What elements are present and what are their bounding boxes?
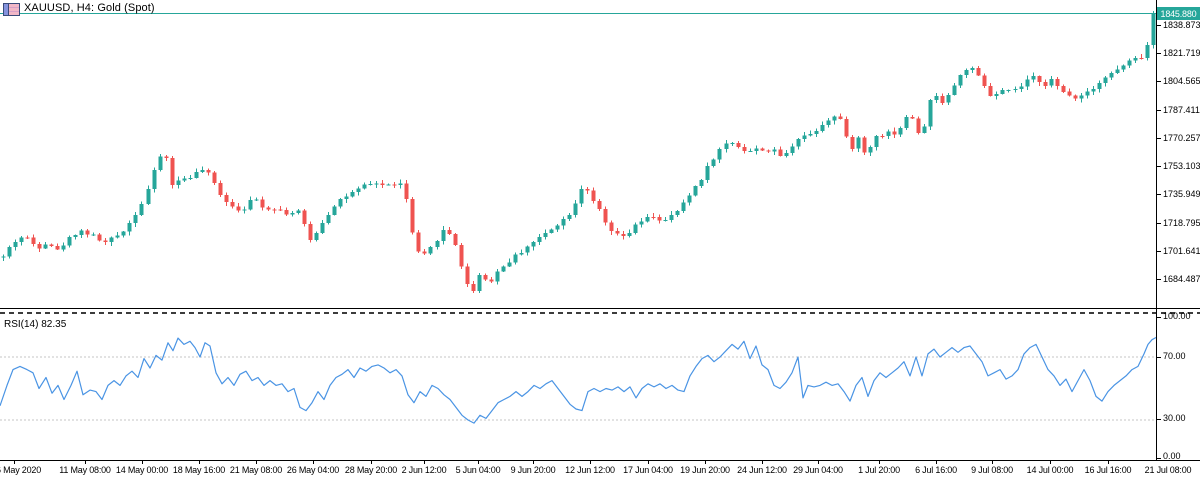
price-axis-tick — [1157, 166, 1161, 167]
rsi-axis-label: 100.00 — [1163, 311, 1191, 321]
time-axis-label: 2 Jun 12:00 — [401, 465, 447, 475]
time-axis-label: 11 May 08:00 — [59, 465, 111, 475]
time-axis-tick — [533, 460, 534, 464]
time-axis-tick — [992, 460, 993, 464]
price-axis-label: 1753.103 — [1163, 161, 1200, 171]
time-axis-tick — [1108, 460, 1109, 464]
rsi-pane-canvas[interactable] — [0, 316, 1156, 460]
price-axis-tick — [1157, 251, 1161, 252]
price-axis-tick — [1157, 279, 1161, 280]
time-axis-tick — [879, 460, 880, 464]
price-axis-label: 1821.719 — [1163, 48, 1200, 58]
time-axis-tick — [936, 460, 937, 464]
time-axis-tick — [199, 460, 200, 464]
rsi-axis-label: 0.00 — [1163, 451, 1181, 461]
price-axis-tick — [1157, 25, 1161, 26]
time-axis-label: 18 May 16:00 — [172, 465, 226, 475]
time-axis-tick — [648, 460, 649, 464]
time-axis-tick — [818, 460, 819, 464]
time-axis-label: 29 Jun 04:00 — [793, 465, 843, 475]
price-axis-label: 1838.873 — [1163, 20, 1200, 30]
time-axis-tick — [1050, 460, 1051, 464]
time-axis-tick — [705, 460, 706, 464]
time-axis-label: 24 Jun 12:00 — [737, 465, 787, 475]
time-axis-label: 1 Jul 20:00 — [858, 465, 900, 475]
time-axis-tick — [478, 460, 479, 464]
time-axis-tick — [256, 460, 257, 464]
time-axis-label: 9 Jul 08:00 — [971, 465, 1013, 475]
time-axis-tick — [142, 460, 143, 464]
price-axis-tick — [1157, 53, 1161, 54]
price-axis-tick — [1157, 223, 1161, 224]
time-axis-border — [0, 460, 1200, 461]
time-axis-tick — [762, 460, 763, 464]
price-axis-label: 1735.949 — [1163, 189, 1200, 199]
price-axis-label: 1684.487 — [1163, 274, 1200, 284]
price-axis-tick — [1157, 138, 1161, 139]
time-axis-label: 19 Jun 20:00 — [680, 465, 730, 475]
time-axis-label: 14 Jul 00:00 — [1026, 465, 1074, 475]
time-axis-label: 28 May 20:00 — [344, 465, 398, 475]
price-axis-label: 1701.641 — [1163, 246, 1200, 256]
rsi-axis-tick — [1157, 317, 1161, 318]
time-axis-label: 17 Jun 04:00 — [623, 465, 673, 475]
price-axis-label: 1770.257 — [1163, 133, 1200, 143]
rsi-axis-label: 30.00 — [1163, 413, 1186, 423]
price-axis-label: 1718.795 — [1163, 218, 1200, 228]
time-axis-label: 5 Jun 04:00 — [455, 465, 501, 475]
rsi-indicator-label: RSI(14) 82.35 — [4, 319, 67, 330]
time-axis-tick — [85, 460, 86, 464]
time-axis-tick — [14, 460, 15, 464]
time-axis-tick — [371, 460, 372, 464]
chart-window-icon — [3, 3, 20, 16]
price-axis-label: 1787.411 — [1163, 105, 1200, 115]
time-axis-label: 21 May 08:00 — [229, 465, 283, 475]
current-price-badge: 1845.880 — [1157, 7, 1200, 20]
pane-divider-line — [0, 308, 1200, 309]
price-axis-tick — [1157, 194, 1161, 195]
time-axis-label: 6 May 2020 — [0, 465, 42, 475]
time-axis-label: 9 Jun 20:00 — [510, 465, 556, 475]
time-axis-label: 6 Jul 16:00 — [915, 465, 957, 475]
price-axis-label: 1804.565 — [1163, 76, 1200, 86]
time-axis-label: 26 May 04:00 — [286, 465, 340, 475]
price-axis-border — [1156, 0, 1157, 460]
rsi-axis-tick — [1157, 357, 1161, 358]
time-axis-tick — [590, 460, 591, 464]
rsi-axis-tick — [1157, 458, 1161, 459]
time-axis-label: 21 Jul 08:00 — [1144, 465, 1192, 475]
price-axis-tick — [1157, 110, 1161, 111]
time-axis-label: 14 May 00:00 — [115, 465, 169, 475]
chart-title: XAUUSD, H4: Gold (Spot) — [24, 2, 155, 14]
time-axis-label: 16 Jul 16:00 — [1084, 465, 1132, 475]
price-axis-tick — [1157, 81, 1161, 82]
rsi-axis-tick — [1157, 419, 1161, 420]
rsi-axis-label: 70.00 — [1163, 351, 1186, 361]
price-pane-canvas[interactable] — [0, 0, 1156, 308]
time-axis-tick — [424, 460, 425, 464]
time-axis-tick — [313, 460, 314, 464]
time-axis-label: 12 Jun 12:00 — [565, 465, 615, 475]
pane-splitter-handle[interactable] — [0, 312, 1200, 314]
